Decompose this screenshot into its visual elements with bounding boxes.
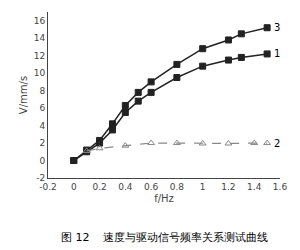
svg-text:14: 14 — [34, 33, 46, 43]
svg-text:0.8: 0.8 — [170, 182, 185, 192]
svg-text:1.4: 1.4 — [247, 182, 262, 192]
svg-text:12: 12 — [34, 51, 45, 61]
svg-text:0: 0 — [39, 156, 45, 166]
svg-text:2: 2 — [39, 138, 45, 148]
svg-text:6: 6 — [39, 103, 45, 113]
svg-text:V/mm/s: V/mm/s — [18, 76, 29, 114]
svg-text:f/Hz: f/Hz — [154, 193, 174, 204]
svg-text:图 12 速度与驱动信号频率关系测试曲线: 图 12 速度与驱动信号频率关系测试曲线 — [61, 231, 268, 244]
svg-text:0.2: 0.2 — [92, 182, 106, 192]
svg-text:-2: -2 — [36, 173, 45, 183]
svg-text:1.2: 1.2 — [221, 182, 235, 192]
svg-text:1: 1 — [200, 182, 206, 192]
svg-text:-0.2: -0.2 — [39, 182, 57, 192]
svg-text:0.6: 0.6 — [144, 182, 159, 192]
svg-text:10: 10 — [34, 68, 46, 78]
svg-text:4: 4 — [39, 121, 45, 131]
svg-text:8: 8 — [39, 86, 45, 96]
svg-text:0: 0 — [71, 182, 77, 192]
svg-text:1: 1 — [274, 48, 280, 59]
svg-text:2: 2 — [274, 138, 280, 149]
svg-text:0.4: 0.4 — [118, 182, 133, 192]
svg-text:16: 16 — [34, 16, 46, 26]
svg-text:1.6: 1.6 — [273, 182, 288, 192]
svg-text:3: 3 — [274, 22, 280, 33]
